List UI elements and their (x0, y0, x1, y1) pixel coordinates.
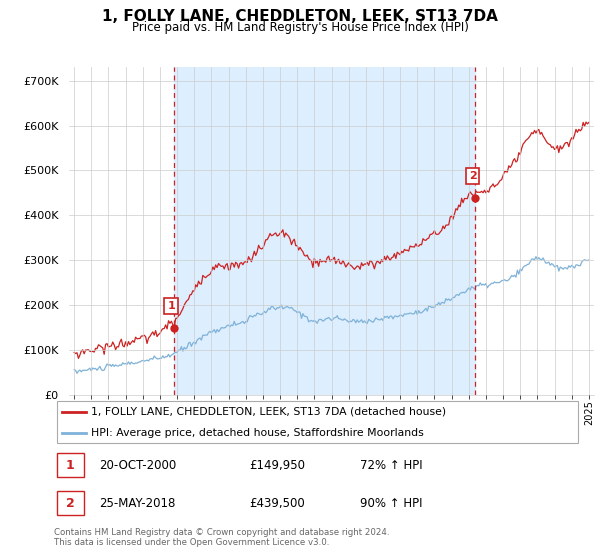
Text: 25-MAY-2018: 25-MAY-2018 (99, 497, 175, 510)
Bar (173, 67, 475, 395)
Text: £149,950: £149,950 (250, 459, 305, 472)
Text: Contains HM Land Registry data © Crown copyright and database right 2024.
This d: Contains HM Land Registry data © Crown c… (54, 528, 389, 547)
Text: £439,500: £439,500 (250, 497, 305, 510)
Text: 1, FOLLY LANE, CHEDDLETON, LEEK, ST13 7DA: 1, FOLLY LANE, CHEDDLETON, LEEK, ST13 7D… (102, 9, 498, 24)
Text: 2: 2 (469, 171, 476, 181)
Text: 2: 2 (66, 497, 75, 510)
FancyBboxPatch shape (56, 454, 84, 477)
Text: 1: 1 (66, 459, 75, 472)
Text: 1, FOLLY LANE, CHEDDLETON, LEEK, ST13 7DA (detached house): 1, FOLLY LANE, CHEDDLETON, LEEK, ST13 7D… (91, 407, 446, 417)
FancyBboxPatch shape (56, 401, 578, 444)
Text: 90% ↑ HPI: 90% ↑ HPI (360, 497, 423, 510)
Text: 1: 1 (167, 301, 175, 311)
Text: HPI: Average price, detached house, Staffordshire Moorlands: HPI: Average price, detached house, Staf… (91, 428, 424, 438)
Text: 20-OCT-2000: 20-OCT-2000 (99, 459, 176, 472)
Text: Price paid vs. HM Land Registry's House Price Index (HPI): Price paid vs. HM Land Registry's House … (131, 21, 469, 34)
FancyBboxPatch shape (56, 491, 84, 515)
Text: 72% ↑ HPI: 72% ↑ HPI (360, 459, 423, 472)
